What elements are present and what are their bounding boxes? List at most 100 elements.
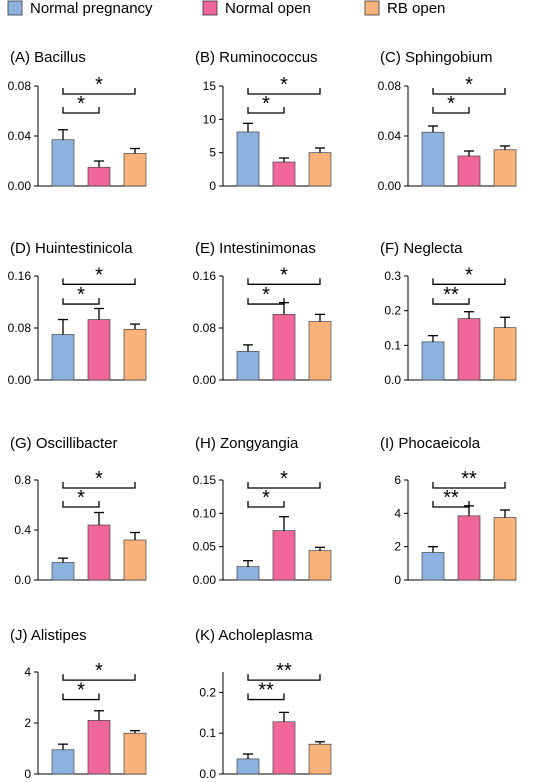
bar-rb-open xyxy=(123,539,147,581)
bar-normal-open xyxy=(272,161,296,187)
y-tick-label: 4 xyxy=(24,665,31,679)
panel-title: (F) Neglecta xyxy=(380,240,463,257)
significance-bracket xyxy=(247,674,321,681)
significance-label: * xyxy=(262,487,270,509)
significance-label: * xyxy=(262,284,270,306)
significance-label: * xyxy=(77,487,85,509)
significance-bracket xyxy=(432,88,506,95)
legend-label-normal-open: Normal open xyxy=(225,0,311,17)
y-tick-label: 0.8 xyxy=(14,473,31,487)
legend-swatch-normal-pregnancy xyxy=(7,0,23,16)
significance-bracket xyxy=(62,298,100,305)
panel-title: (A) Bacillus xyxy=(10,49,86,66)
bar-normal-pregnancy xyxy=(51,749,75,775)
significance-bracket xyxy=(247,107,285,114)
legend-swatch-rb-open xyxy=(364,0,380,16)
y-tick-label: 6 xyxy=(394,473,401,487)
significance-bracket xyxy=(432,501,470,508)
y-tick-label: 0.00 xyxy=(193,373,217,387)
significance-bracket xyxy=(62,674,136,681)
y-tick-label: 0.00 xyxy=(193,573,217,587)
bar-normal-open xyxy=(87,319,111,381)
significance-label: * xyxy=(95,264,103,286)
y-tick-label: 10 xyxy=(203,112,217,126)
y-tick-label: 0.0 xyxy=(384,373,401,387)
bar-rb-open xyxy=(493,149,517,187)
panel-b-ruminococcus: (B) Ruminococcus 0 5 10 15 * * xyxy=(195,49,332,193)
y-tick-label: 0.08 xyxy=(8,79,32,93)
y-tick-label: 0.16 xyxy=(193,269,217,283)
significance-label: ** xyxy=(258,680,274,702)
significance-label: * xyxy=(95,660,103,682)
bar-normal-open xyxy=(457,155,481,187)
panel-title: (C) Sphingobium xyxy=(380,49,493,66)
y-tick-label: 5 xyxy=(209,146,216,160)
bar-normal-pregnancy xyxy=(51,334,75,381)
significance-bracket xyxy=(247,278,321,285)
bar-normal-pregnancy xyxy=(236,351,260,381)
y-tick-label: 4 xyxy=(394,506,401,520)
panel-title: (K) Acholeplasma xyxy=(195,627,313,644)
bar-normal-open xyxy=(457,515,481,581)
bar-rb-open xyxy=(123,328,147,381)
significance-label: * xyxy=(465,264,473,286)
bar-normal-open xyxy=(272,314,296,381)
significance-bracket xyxy=(247,482,321,489)
significance-label: * xyxy=(77,93,85,115)
significance-bracket xyxy=(432,107,470,114)
significance-label: * xyxy=(77,284,85,306)
significance-label: ** xyxy=(276,660,292,682)
significance-label: * xyxy=(447,93,455,115)
y-tick-label: 0.0 xyxy=(199,767,216,781)
significance-bracket xyxy=(432,278,506,285)
y-tick-label: 0.1 xyxy=(384,338,401,352)
panel-d-huintestinicola: (D) Huintestinicola 0.00 0.08 0.16 * * xyxy=(8,240,147,387)
y-tick-label: 0 xyxy=(209,179,216,193)
panel-j-alistipes: (J) Alistipes 0 2 4 * * xyxy=(10,627,147,781)
significance-label: * xyxy=(262,93,270,115)
significance-bracket xyxy=(62,88,136,95)
y-tick-label: 0.16 xyxy=(8,269,32,283)
significance-label: * xyxy=(95,74,103,96)
bar-normal-pregnancy xyxy=(421,552,445,581)
y-tick-label: 0.00 xyxy=(8,373,32,387)
panel-title: (D) Huintestinicola xyxy=(10,240,133,257)
y-tick-label: 2 xyxy=(24,716,31,730)
bar-normal-pregnancy xyxy=(51,562,75,581)
bar-rb-open xyxy=(493,327,517,381)
panel-title: (H) Zongyangia xyxy=(195,435,299,452)
bar-normal-pregnancy xyxy=(421,131,445,187)
significance-bracket xyxy=(247,298,285,305)
significance-bracket xyxy=(62,278,136,285)
panel-i-phocaeicola: (I) Phocaeicola 0 2 4 6 **** xyxy=(380,435,517,587)
panel-title: (G) Oscillibacter xyxy=(10,435,118,452)
y-tick-label: 2 xyxy=(394,540,401,554)
bar-rb-open xyxy=(308,321,332,381)
panel-h-zongyangia: (H) Zongyangia 0.00 0.05 0.10 0.15 * * xyxy=(193,435,332,587)
y-tick-label: 15 xyxy=(203,79,217,93)
significance-label: * xyxy=(465,74,473,96)
significance-label: ** xyxy=(443,284,459,306)
y-tick-label: 0.3 xyxy=(384,269,401,283)
panel-title: (E) Intestinimonas xyxy=(195,240,316,257)
significance-bracket xyxy=(62,107,100,114)
y-tick-label: 0.08 xyxy=(378,79,402,93)
bar-rb-open xyxy=(308,743,332,775)
significance-bracket xyxy=(62,501,100,508)
bar-normal-open xyxy=(87,166,111,187)
panel-title: (B) Ruminococcus xyxy=(195,49,318,66)
bar-normal-pregnancy xyxy=(236,566,260,581)
bar-rb-open xyxy=(123,732,147,775)
panel-k-acholeplasma: (K) Acholeplasma 0.0 0.1 0.2 **** xyxy=(195,627,332,781)
panel-c-sphingobium: (C) Sphingobium 0.00 0.04 0.08 * * xyxy=(378,49,517,193)
legend-swatch-normal-open xyxy=(202,0,218,16)
significance-bracket xyxy=(432,298,470,305)
y-tick-label: 0.15 xyxy=(193,473,217,487)
bar-rb-open xyxy=(123,153,147,187)
panel-g-oscillibacter: (G) Oscillibacter 0.0 0.4 0.8 * * xyxy=(10,435,147,587)
bar-normal-open xyxy=(272,721,296,775)
y-tick-label: 0.0 xyxy=(14,573,31,587)
